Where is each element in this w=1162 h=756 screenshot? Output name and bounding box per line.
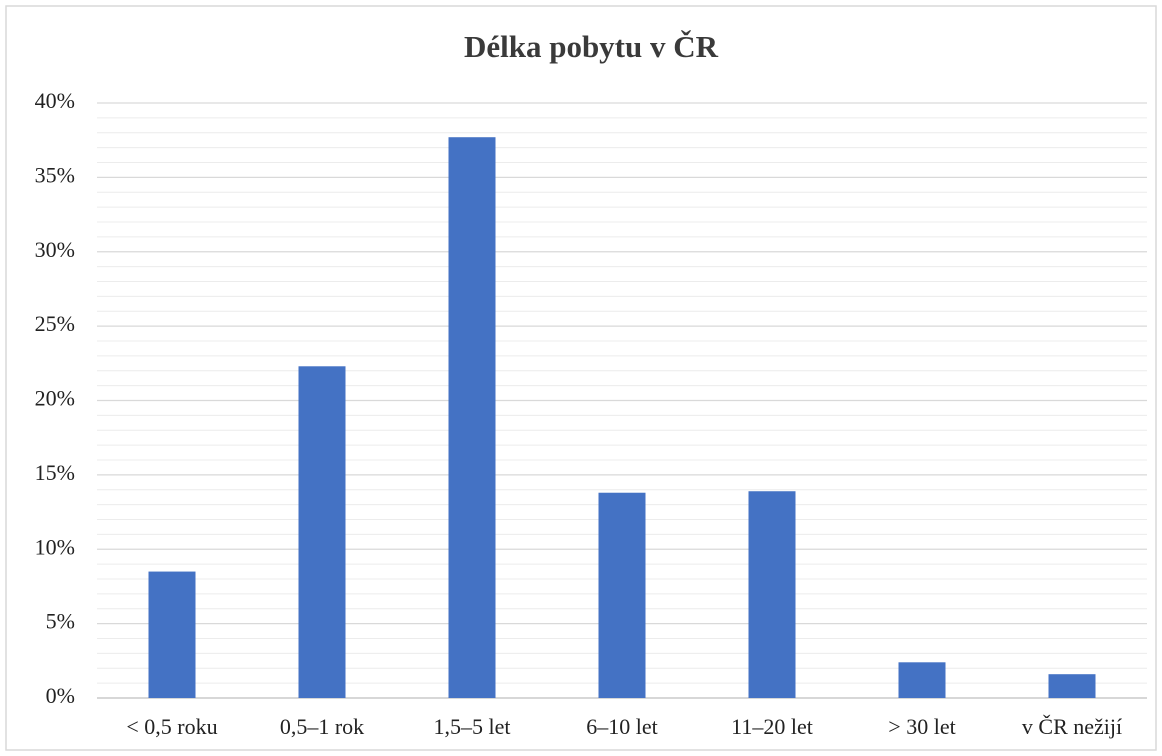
chart-border xyxy=(5,5,1157,751)
x-tick-label: v ČR nežijí xyxy=(1022,714,1122,739)
bar xyxy=(598,492,646,698)
x-tick-label: > 30 let xyxy=(888,714,955,739)
y-tick-label: 40% xyxy=(35,88,75,113)
chart-title: Délka pobytu v ČR xyxy=(464,29,719,64)
y-tick-label: 5% xyxy=(46,609,75,634)
x-tick-label: 1,5–5 let xyxy=(434,714,511,739)
bar xyxy=(898,662,946,698)
y-tick-label: 30% xyxy=(35,237,75,262)
bar xyxy=(448,137,496,698)
y-tick-label: 15% xyxy=(35,460,75,485)
bar xyxy=(1048,674,1096,698)
y-tick-label: 0% xyxy=(46,683,75,708)
x-tick-label: 0,5–1 rok xyxy=(280,714,364,739)
bar xyxy=(298,366,346,698)
y-tick-label: 20% xyxy=(35,386,75,411)
x-tick-label: 11–20 let xyxy=(731,714,813,739)
bar xyxy=(148,571,196,698)
y-tick-label: 35% xyxy=(35,162,75,187)
y-tick-label: 25% xyxy=(35,311,75,336)
x-tick-label: < 0,5 roku xyxy=(126,714,217,739)
bar xyxy=(748,491,796,698)
y-tick-label: 10% xyxy=(35,534,75,559)
x-tick-label: 6–10 let xyxy=(586,714,658,739)
